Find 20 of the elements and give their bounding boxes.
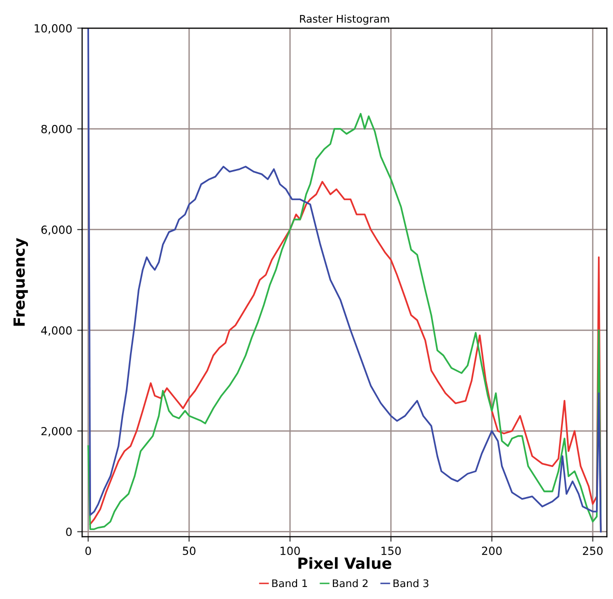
x-tick-label: 0 [85,546,91,556]
line-series [87,112,602,533]
y-tick-label: 4,000 [41,326,72,336]
line-series [87,28,602,533]
y-tick-label: 8,000 [41,124,72,134]
chart-title: Raster Histogram [300,14,390,25]
x-tick-label: 100 [280,546,300,556]
y-tick-label: 6,000 [41,226,72,236]
x-tick-label: 50 [182,546,196,556]
x-tick-label: 200 [482,546,502,556]
y-tick-label: 0 [66,528,72,536]
legend-label: Band 3 [394,579,428,588]
x-axis-title: Pixel Value [298,557,392,570]
legend-label: Band 2 [332,579,368,588]
y-tick-label: 2,000 [41,426,72,436]
x-tick-label: 250 [582,546,603,556]
x-tick-label: 150 [382,546,401,556]
legend-label: Band 1 [272,579,307,588]
y-tick-label: 10,000 [34,24,72,34]
y-axis-title: Frequency [14,238,28,326]
